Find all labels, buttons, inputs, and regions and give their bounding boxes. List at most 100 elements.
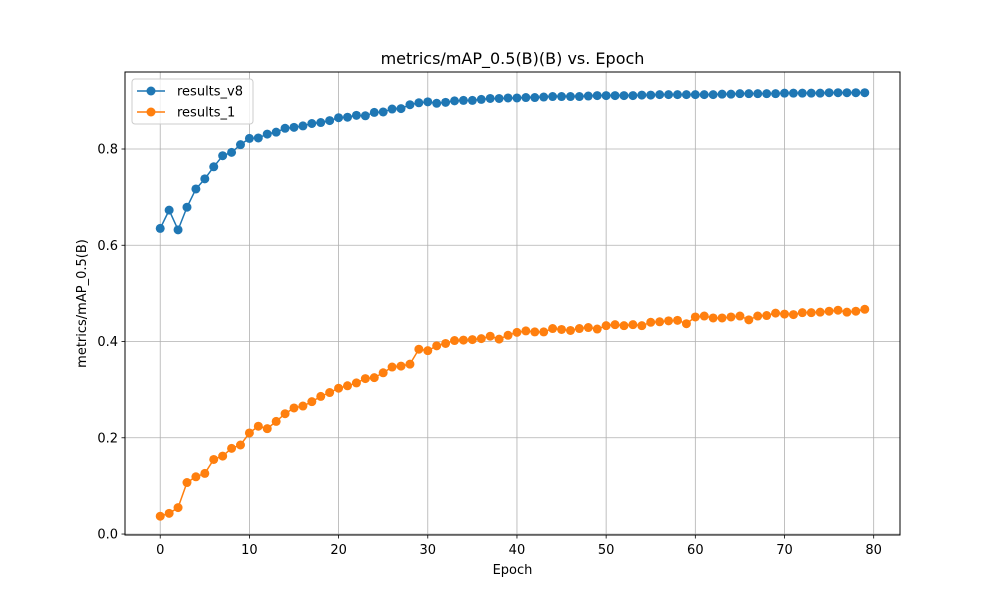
data-point xyxy=(592,91,602,101)
legend: results_v8 results_1 xyxy=(131,78,254,125)
data-point xyxy=(155,223,165,233)
data-point xyxy=(539,327,549,337)
x-tick-label: 60 xyxy=(687,543,704,558)
data-point xyxy=(360,111,370,121)
data-point xyxy=(414,98,424,108)
data-point xyxy=(253,133,263,143)
data-point xyxy=(271,416,281,426)
data-point xyxy=(378,368,388,378)
x-tick-label: 70 xyxy=(776,543,793,558)
data-point xyxy=(450,96,460,106)
data-point xyxy=(164,508,174,518)
data-point xyxy=(530,327,540,337)
data-point xyxy=(655,317,665,327)
data-point xyxy=(628,91,638,101)
data-point xyxy=(200,468,210,478)
data-point xyxy=(548,324,558,334)
data-point xyxy=(396,104,406,114)
data-point xyxy=(717,313,727,323)
data-point xyxy=(780,309,790,319)
x-tick-label: 30 xyxy=(420,543,437,558)
data-point xyxy=(512,327,522,337)
data-point xyxy=(334,113,344,123)
data-point xyxy=(646,317,656,327)
data-point xyxy=(262,424,272,434)
data-point xyxy=(512,93,522,103)
data-point xyxy=(539,92,549,102)
data-point xyxy=(218,151,228,161)
data-point xyxy=(601,321,611,331)
data-point xyxy=(797,308,807,318)
data-point xyxy=(164,205,174,215)
data-point xyxy=(503,330,513,340)
x-tick-label: 50 xyxy=(598,543,615,558)
data-point xyxy=(788,310,798,320)
y-tick-label: 0.4 xyxy=(97,335,118,350)
data-point xyxy=(369,373,379,383)
data-point xyxy=(726,89,736,99)
data-point xyxy=(209,162,219,172)
data-point xyxy=(806,88,816,98)
data-point xyxy=(655,90,665,100)
data-point xyxy=(244,133,254,143)
ticks: 0 10 20 30 40 50 60 70 80 0.0 0.2 0.4 0.6 0.8 xyxy=(97,143,882,558)
data-point xyxy=(351,378,361,388)
data-point xyxy=(494,334,504,344)
data-point xyxy=(557,324,567,334)
data-point xyxy=(396,361,406,371)
data-point xyxy=(334,383,344,393)
data-point xyxy=(583,91,593,101)
data-point xyxy=(788,88,798,98)
data-point xyxy=(806,308,816,318)
data-point xyxy=(432,98,442,108)
data-point xyxy=(681,90,691,100)
data-point xyxy=(753,89,763,99)
data-point xyxy=(316,391,326,401)
data-point xyxy=(316,118,326,128)
data-point xyxy=(521,93,531,103)
data-point xyxy=(182,202,192,212)
data-point xyxy=(744,315,754,325)
data-point xyxy=(815,88,825,98)
data-point xyxy=(557,92,567,102)
legend-label: results_1 xyxy=(177,106,235,121)
plot-frame xyxy=(124,71,901,536)
data-point xyxy=(771,89,781,99)
data-point xyxy=(227,443,237,453)
data-point xyxy=(548,92,558,102)
data-point xyxy=(842,307,852,317)
data-point xyxy=(307,119,317,128)
data-point xyxy=(619,91,629,101)
data-point xyxy=(218,451,228,461)
data-point xyxy=(637,90,647,100)
data-point xyxy=(253,421,263,431)
data-point xyxy=(432,341,442,351)
data-point xyxy=(325,116,335,126)
data-point xyxy=(485,93,495,103)
data-point xyxy=(735,89,745,99)
data-point xyxy=(360,374,370,384)
data-point xyxy=(851,88,861,98)
data-point xyxy=(235,440,245,450)
data-point xyxy=(182,478,192,488)
x-tick-label: 40 xyxy=(509,543,526,558)
data-point xyxy=(699,311,709,321)
data-point xyxy=(476,94,486,104)
data-point xyxy=(343,112,353,122)
data-point xyxy=(672,90,682,100)
data-point xyxy=(726,312,736,322)
data-point xyxy=(405,359,415,369)
data-point xyxy=(262,129,272,139)
y-tick-label: 0.8 xyxy=(97,143,118,158)
data-point xyxy=(601,91,611,101)
x-tick-label: 20 xyxy=(330,543,347,558)
data-point xyxy=(503,93,513,103)
data-point xyxy=(753,311,763,321)
data-point xyxy=(708,313,718,323)
grid xyxy=(125,72,900,535)
y-tick-label: 0.6 xyxy=(97,239,118,254)
data-point xyxy=(744,89,754,99)
data-point xyxy=(762,89,772,99)
data-point xyxy=(583,323,593,333)
